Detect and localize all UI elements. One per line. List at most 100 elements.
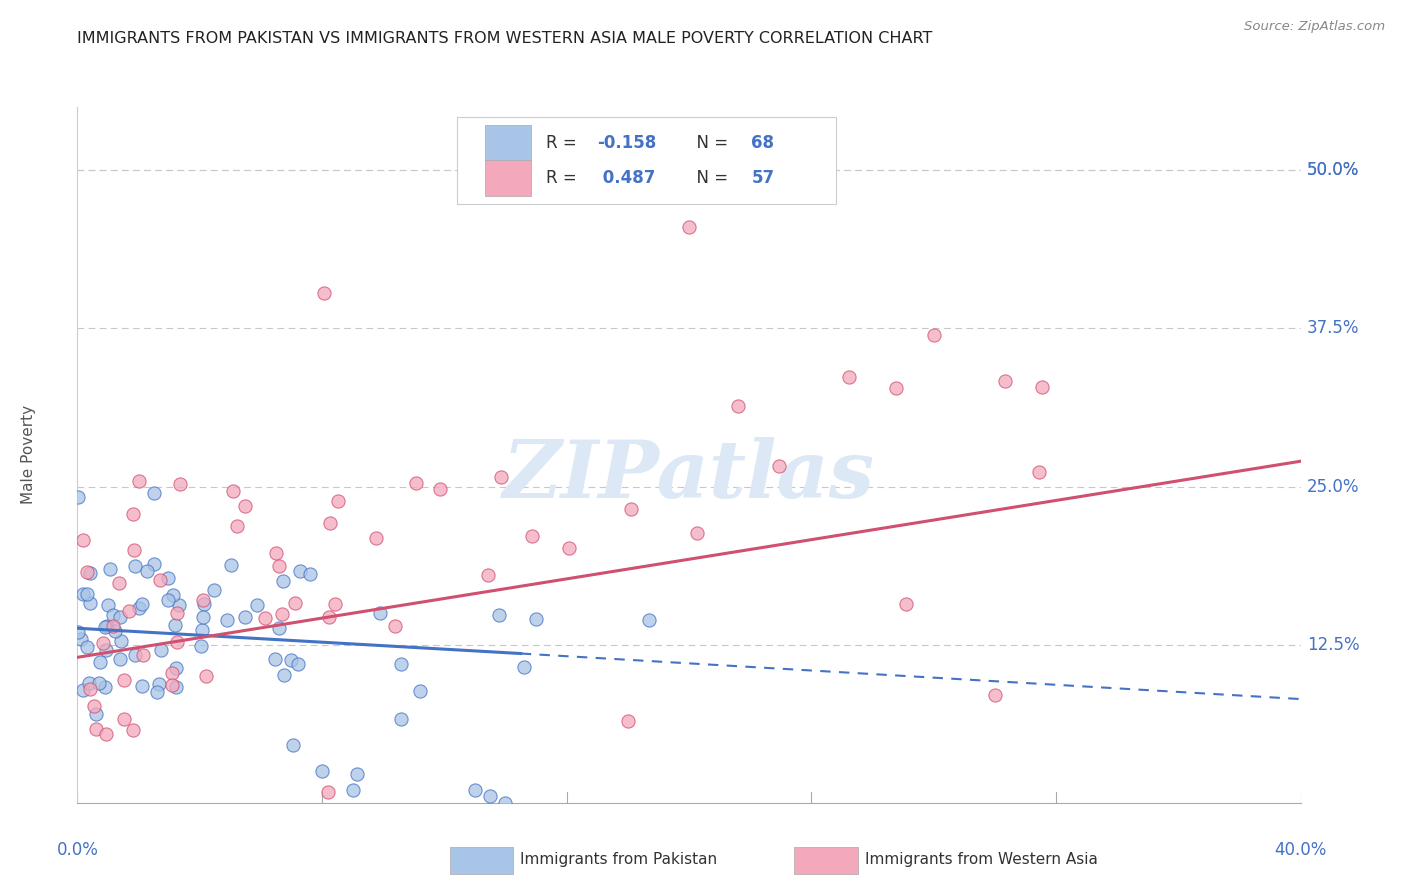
Point — [191, 592, 214, 607]
Point — [489, 469, 512, 483]
Text: 25.0%: 25.0% — [1306, 477, 1360, 496]
Point — [142, 486, 165, 500]
Point — [326, 494, 349, 508]
Point — [83, 698, 105, 713]
Text: R =: R = — [546, 169, 582, 187]
Point — [686, 526, 709, 541]
Point — [79, 681, 101, 696]
Point — [273, 667, 295, 681]
Point — [162, 587, 184, 601]
Point — [922, 327, 945, 342]
Point — [94, 680, 117, 694]
Point — [76, 587, 98, 601]
Point — [94, 620, 117, 634]
Text: Immigrants from Pakistan: Immigrants from Pakistan — [520, 853, 717, 867]
Point — [108, 610, 131, 624]
Point — [254, 611, 277, 625]
Text: 12.5%: 12.5% — [1306, 636, 1360, 654]
Point — [162, 678, 184, 692]
Text: N =: N = — [686, 169, 734, 187]
Point — [195, 669, 218, 683]
Text: Male Poverty: Male Poverty — [21, 405, 37, 505]
Point — [79, 676, 101, 690]
Point — [110, 633, 132, 648]
Point — [131, 597, 153, 611]
Text: 57: 57 — [751, 169, 775, 187]
Point — [128, 600, 150, 615]
Text: 50.0%: 50.0% — [1306, 161, 1360, 179]
Point — [169, 598, 191, 612]
Point — [160, 666, 183, 681]
FancyBboxPatch shape — [485, 125, 531, 161]
Point — [318, 609, 340, 624]
Point — [79, 596, 101, 610]
Point — [118, 604, 141, 618]
Point — [299, 567, 322, 582]
Point — [637, 613, 659, 627]
Point — [246, 598, 269, 612]
Text: 0.0%: 0.0% — [56, 841, 98, 859]
Point — [488, 607, 510, 622]
Point — [157, 571, 180, 585]
Point — [104, 624, 127, 638]
Point — [122, 508, 145, 522]
Point — [67, 490, 90, 504]
Point — [1031, 380, 1053, 394]
Point — [72, 533, 94, 547]
Point — [166, 606, 188, 620]
Point — [163, 618, 186, 632]
Point — [157, 593, 180, 607]
Point — [191, 610, 214, 624]
Point — [112, 673, 135, 687]
Point — [617, 714, 640, 728]
Point — [128, 474, 150, 488]
Point — [368, 606, 391, 620]
Point — [768, 459, 790, 474]
Point — [984, 688, 1007, 702]
Point — [190, 639, 212, 653]
FancyBboxPatch shape — [457, 118, 835, 204]
Point — [124, 648, 146, 662]
Point — [76, 640, 98, 654]
Text: R =: R = — [546, 134, 582, 153]
Point — [94, 727, 117, 741]
Point — [87, 676, 110, 690]
Point — [91, 636, 114, 650]
Point — [97, 598, 120, 612]
Point — [389, 657, 412, 671]
Point — [269, 558, 291, 573]
Point — [366, 531, 388, 545]
Text: 0.487: 0.487 — [598, 169, 655, 187]
Point — [311, 764, 333, 779]
Text: Immigrants from Western Asia: Immigrants from Western Asia — [865, 853, 1098, 867]
Point — [226, 519, 249, 533]
Point — [678, 220, 700, 235]
Point — [79, 566, 101, 581]
Point — [389, 712, 412, 726]
Point — [98, 562, 121, 576]
Point — [271, 574, 294, 588]
Point — [342, 783, 364, 797]
Point — [233, 610, 256, 624]
Point — [884, 382, 907, 396]
Point — [72, 683, 94, 698]
Point — [135, 564, 157, 578]
Point — [131, 679, 153, 693]
Text: IMMIGRANTS FROM PAKISTAN VS IMMIGRANTS FROM WESTERN ASIA MALE POVERTY CORRELATIO: IMMIGRANTS FROM PAKISTAN VS IMMIGRANTS F… — [77, 31, 932, 46]
Point — [316, 785, 339, 799]
Point — [191, 623, 214, 637]
Point — [143, 558, 166, 572]
Text: -0.158: -0.158 — [598, 134, 657, 153]
Point — [464, 783, 486, 797]
Point — [72, 587, 94, 601]
Point — [233, 499, 256, 513]
Point — [264, 546, 287, 560]
Point — [280, 652, 302, 666]
Point — [121, 723, 143, 738]
Text: N =: N = — [686, 134, 734, 153]
Point — [215, 613, 238, 627]
Point — [221, 558, 243, 572]
Point — [166, 635, 188, 649]
Point — [495, 796, 517, 810]
Text: ZIPatlas: ZIPatlas — [503, 437, 875, 515]
